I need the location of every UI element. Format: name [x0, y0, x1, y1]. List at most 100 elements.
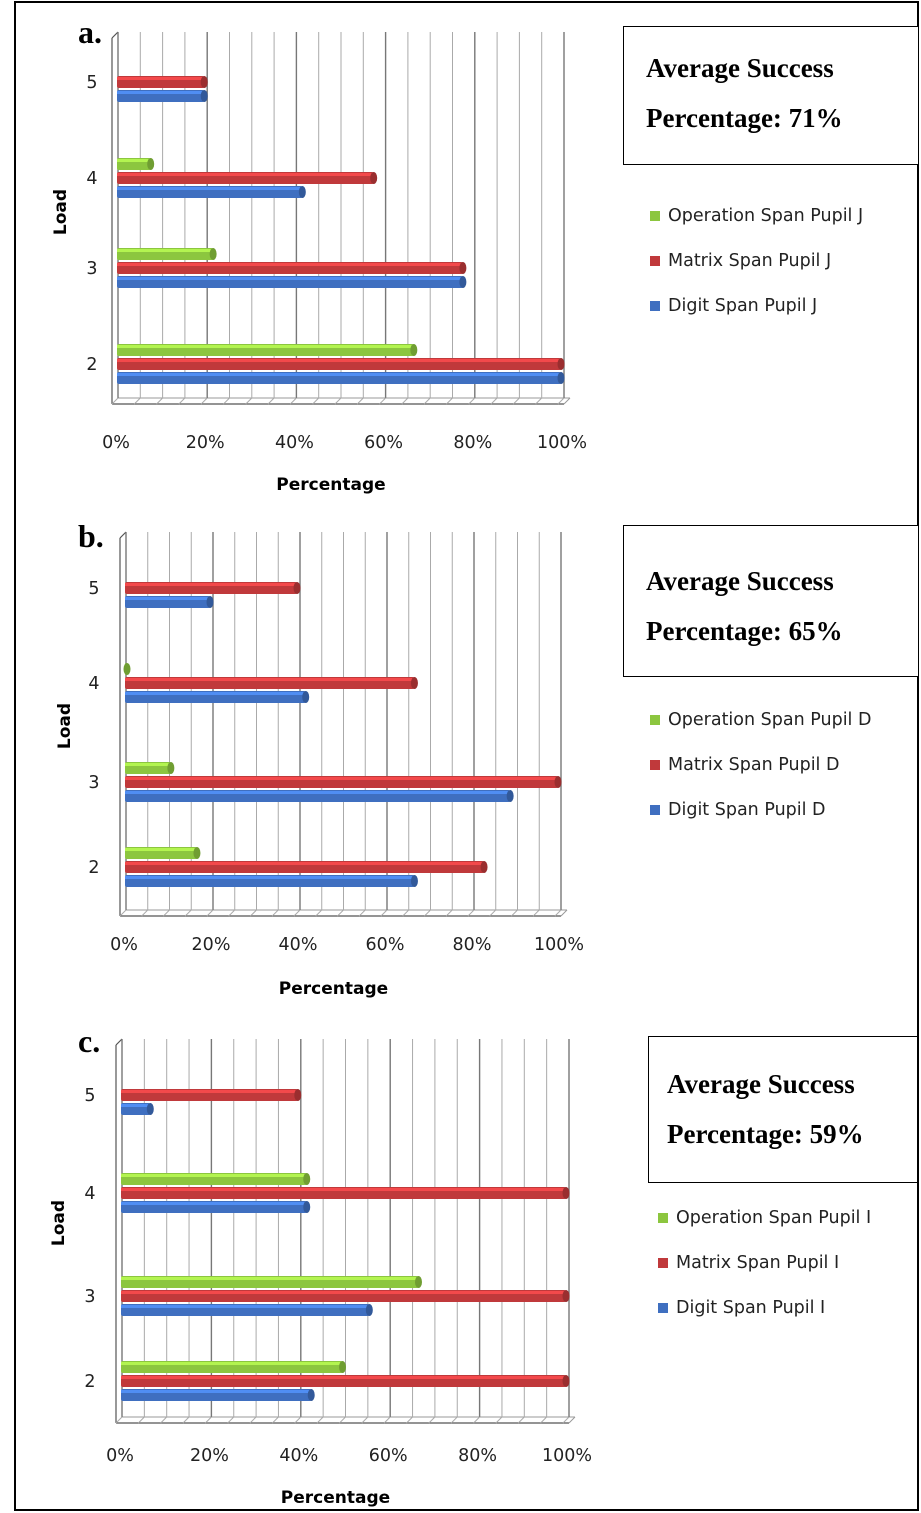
floor-gridline [423, 397, 431, 405]
floor-gridline [227, 1416, 235, 1424]
x-tick-label: 40% [279, 1446, 318, 1466]
bar-highlight [125, 791, 511, 794]
floor-gridline [401, 397, 409, 405]
bar-highlight [117, 277, 463, 280]
bar-highlight [125, 848, 197, 851]
legend-item-operation: Operation Span Pupil J [650, 193, 863, 238]
floor-gridline [358, 909, 366, 917]
legend-item-digit: Digit Span Pupil D [650, 787, 871, 832]
bar-highlight [121, 1362, 343, 1365]
bar-end-cap [506, 790, 514, 802]
floor-corner [563, 397, 571, 405]
floor-gridline [119, 909, 127, 917]
y-tick-label: 3 [84, 1287, 95, 1307]
bar-highlight [121, 1277, 419, 1280]
average-success-value: Percentage: 65% [646, 616, 843, 646]
y-axis-title: Load [51, 189, 71, 235]
bar-highlight [125, 678, 415, 681]
legend-label: Operation Span Pupil J [668, 205, 864, 226]
floor-gridline [540, 1416, 548, 1424]
bar-highlight [125, 583, 297, 586]
bar-highlight [121, 1305, 370, 1308]
floor-gridline [467, 909, 475, 917]
bar-highlight [125, 763, 171, 766]
floor-gridline [446, 397, 453, 405]
legend-item-matrix: Matrix Span Pupil D [650, 742, 871, 787]
y-tick-label: 5 [84, 1086, 95, 1106]
x-tick-label: 100% [534, 935, 584, 955]
legend-item-operation: Operation Span Pupil I [658, 1195, 871, 1240]
legend-label: Matrix Span Pupil I [676, 1252, 840, 1273]
floor-gridline [178, 397, 186, 405]
bar-end-cap [410, 677, 418, 689]
bar-end-cap [167, 762, 175, 774]
x-tick-label: 60% [364, 433, 403, 453]
floor-gridline [495, 1416, 503, 1424]
chart-a-svg: 2 3 4 5 0% 20% 40% 60% 80% 100% Percentage Load [51, 31, 587, 495]
bar-highlight [125, 692, 306, 695]
y-tick-label: 5 [86, 73, 97, 93]
gridlines [115, 1038, 576, 1424]
axis-corner [111, 31, 119, 39]
bar-end-cap [562, 1375, 570, 1387]
floor-gridline [339, 1416, 346, 1424]
floor-gridline [245, 397, 253, 405]
legend-item-matrix: Matrix Span Pupil J [650, 238, 863, 283]
legend-swatch-matrix [658, 1257, 668, 1268]
axis-corner [115, 1038, 123, 1046]
floor-gridline [334, 397, 342, 405]
y-tick-label: 4 [84, 1184, 95, 1204]
floor-gridline [184, 909, 192, 917]
y-tick-label: 3 [86, 259, 97, 279]
legend-swatch-digit [650, 804, 660, 815]
legend-label: Digit Span Pupil I [676, 1297, 826, 1318]
bar-highlight [125, 597, 210, 600]
floor-gridline [468, 397, 476, 405]
bar-end-cap [200, 90, 208, 102]
x-tick-label: 100% [542, 1446, 592, 1466]
y-tick-label: 4 [86, 169, 97, 189]
legend-swatch-operation [650, 714, 660, 725]
bar-end-cap [123, 663, 131, 675]
floor-gridline [406, 1416, 413, 1424]
x-tick-label: 80% [453, 433, 492, 453]
floor-gridline [450, 1416, 458, 1424]
legend-swatch-digit [650, 300, 660, 311]
bar-end-cap [554, 776, 562, 788]
floor-gridline [294, 1416, 302, 1424]
axis-corner [119, 531, 127, 539]
bar-end-cap [294, 1089, 302, 1101]
bar-highlight [125, 862, 485, 865]
x-axis-title: Percentage [281, 1488, 390, 1508]
x-tick-label: 20% [192, 935, 231, 955]
bar-end-cap [557, 372, 565, 384]
bar-highlight [121, 1090, 298, 1093]
floor-gridline [562, 1416, 570, 1424]
y-axis-title: Load [55, 703, 75, 749]
floor-gridline [402, 909, 410, 917]
floor-gridline [511, 909, 518, 917]
bar-end-cap [206, 596, 214, 608]
bar-end-cap [562, 1187, 570, 1199]
floor-gridline [267, 397, 275, 405]
floor-gridline [337, 909, 344, 917]
legend-swatch-matrix [650, 759, 660, 770]
bar-highlight [117, 173, 374, 176]
floor-gridline [428, 1416, 436, 1424]
floor-gridline [200, 397, 208, 405]
bars [117, 76, 565, 384]
bar-end-cap [480, 861, 488, 873]
legend: Operation Span Pupil I Matrix Span Pupil… [658, 1195, 871, 1330]
bar-end-cap [339, 1361, 346, 1373]
floor-gridline [182, 1416, 190, 1424]
x-tick-label: 0% [102, 433, 130, 453]
x-tick-label: 60% [366, 935, 405, 955]
average-success-label: Average Success [646, 566, 834, 596]
legend-swatch-operation [658, 1212, 668, 1223]
panel-letter: b. [78, 518, 104, 554]
bar-highlight [121, 1291, 566, 1294]
x-tick-label: 100% [537, 433, 587, 453]
floor-gridline [379, 397, 386, 405]
bar-highlight [117, 345, 414, 348]
legend-label: Operation Span Pupil I [676, 1207, 872, 1228]
